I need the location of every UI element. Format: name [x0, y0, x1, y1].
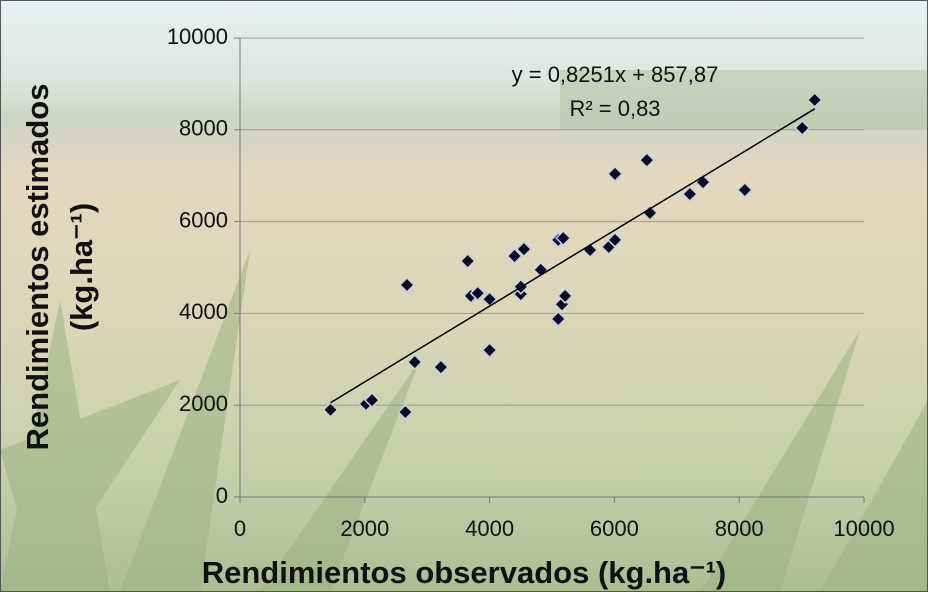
x-tick-label: 0 — [234, 516, 246, 541]
data-point — [469, 285, 486, 302]
data-point — [681, 185, 698, 203]
y-tick-label: 4000 — [179, 299, 228, 324]
data-point — [432, 359, 449, 376]
data-point — [606, 165, 624, 182]
x-tick-label: 2000 — [340, 516, 389, 541]
background-trees — [560, 70, 928, 130]
y-tick-label: 10000 — [167, 24, 228, 49]
x-tick-label: 10000 — [833, 516, 894, 541]
data-point — [506, 247, 523, 265]
data-point — [398, 276, 416, 294]
data-point — [555, 230, 572, 247]
x-tick-label: 6000 — [590, 516, 639, 541]
y-tick-label: 6000 — [179, 207, 228, 232]
data-point — [515, 241, 532, 258]
data-point — [806, 91, 823, 109]
data-point — [406, 353, 423, 371]
y-tick-label: 2000 — [179, 391, 228, 416]
data-point — [459, 253, 476, 270]
y-tick-label: 0 — [216, 483, 228, 508]
trendline — [330, 108, 816, 404]
x-tick-label: 4000 — [465, 516, 514, 541]
data-point — [606, 231, 624, 249]
data-point — [641, 204, 659, 221]
data-point — [794, 119, 811, 137]
trendline-equation: y = 0,8251x + 857,87 — [512, 62, 719, 87]
r-squared: R² = 0,83 — [569, 96, 660, 121]
data-point — [557, 287, 574, 305]
y-axis-title: Rendimientos estimados — [20, 84, 55, 451]
y-tick-label: 8000 — [179, 116, 228, 141]
data-point — [397, 404, 414, 421]
x-axis-title: Rendimientos observados (kg.ha⁻¹) — [202, 555, 727, 590]
data-point — [363, 392, 381, 409]
data-point — [322, 401, 339, 418]
x-tick-label: 8000 — [715, 516, 764, 541]
data-point — [638, 152, 655, 169]
data-point — [550, 310, 567, 327]
data-point — [481, 342, 498, 359]
data-point — [736, 181, 753, 198]
background-leaves — [0, 250, 928, 592]
y-axis-title: (kg.ha⁻¹) — [64, 203, 99, 331]
